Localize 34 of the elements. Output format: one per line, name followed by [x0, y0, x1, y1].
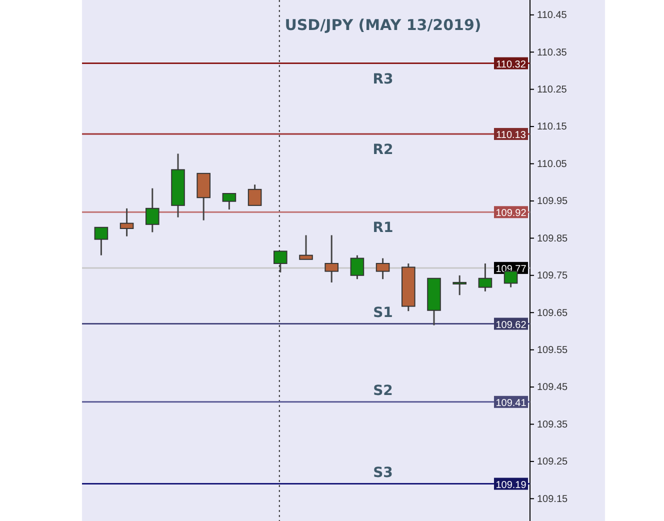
y-tick-label: 110.05: [537, 158, 568, 170]
y-tick-label: 109.55: [537, 345, 568, 356]
candlestick: [324, 234, 338, 284]
candlestick: [120, 208, 134, 238]
ref-line-label: S2: [373, 382, 393, 399]
y-tick-label: 109.75: [537, 270, 568, 282]
y-tick-label: 110.15: [537, 122, 568, 133]
candlestick: [478, 262, 492, 292]
y-tick-label: 110.25: [537, 84, 568, 96]
candlestick: [376, 258, 390, 280]
y-tick-label: 109.25: [537, 456, 568, 468]
ref-line-label: S1: [373, 304, 393, 321]
y-tick-label: 109.85: [537, 233, 568, 244]
candlestick: [94, 226, 108, 256]
candlestick: [350, 254, 364, 280]
y-tick-label: 109.45: [537, 382, 568, 394]
text: USD/JPY (MAY 13/2019): [284, 16, 482, 34]
ref-line-label: R1: [372, 220, 394, 236]
y-tick-label: 109.35: [537, 419, 568, 430]
ref-line-label: R2: [372, 142, 394, 158]
ref-line-label: S3: [373, 464, 393, 481]
y-tick-label: 110.45: [537, 10, 568, 22]
candlestick: [146, 188, 160, 233]
candlestick: [222, 192, 236, 210]
y-tick-label: 110.35: [537, 47, 568, 58]
candlestick: [274, 250, 288, 274]
candlestick: [452, 274, 466, 296]
ref-line-label: R3: [372, 71, 394, 88]
y-tick-label: 109.65: [537, 308, 568, 319]
y-tick-label: 109.15: [537, 494, 568, 505]
y-tick-label: 109.95: [537, 196, 568, 208]
candlestick: [248, 184, 262, 206]
candlestick: [299, 234, 313, 260]
candlestick: [504, 270, 518, 288]
